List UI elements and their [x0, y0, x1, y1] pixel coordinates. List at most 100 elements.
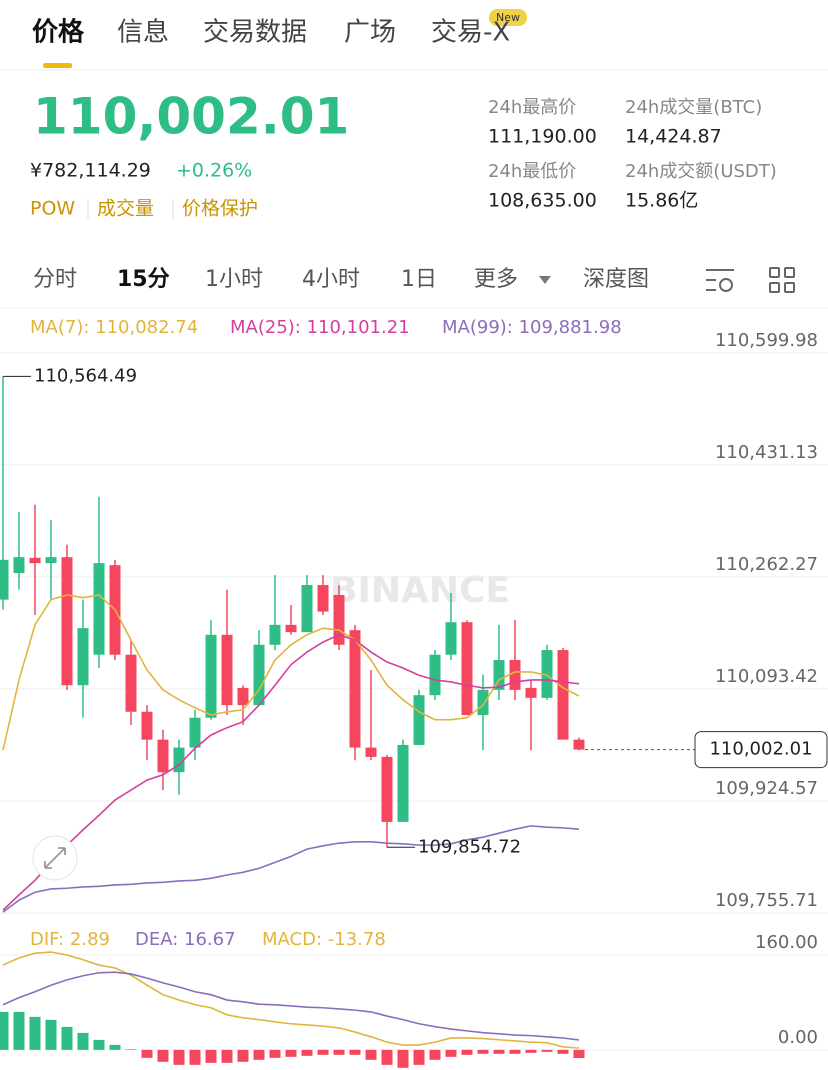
- macd-bar: [13, 1011, 25, 1050]
- interval[interactable]: 分时: [33, 267, 77, 292]
- candle-body: [0, 559, 9, 600]
- candle-body: [333, 594, 345, 645]
- stat-value: 14,424.87: [625, 126, 722, 148]
- macd-bar: [29, 1016, 41, 1050]
- macd-bar: [157, 1049, 169, 1062]
- cny-price: ¥782,114.29: [30, 160, 151, 182]
- candle-body: [477, 689, 489, 716]
- macd-bar: [557, 1049, 569, 1054]
- macd-bar: [109, 1044, 121, 1050]
- macd-bar: [301, 1049, 313, 1056]
- tab[interactable]: 广场: [344, 18, 396, 48]
- candle-body: [573, 739, 585, 750]
- interval[interactable]: 1小时: [205, 267, 263, 292]
- tab[interactable]: 交易-X: [431, 18, 510, 48]
- candle-body: [205, 634, 217, 718]
- macd-bar: [493, 1049, 505, 1054]
- ma-line: [2, 594, 580, 751]
- macd-bar: [125, 1049, 137, 1050]
- legend-entry: DEA: 16.67: [135, 929, 236, 950]
- macd-bar: [477, 1049, 489, 1054]
- candle-body: [349, 630, 361, 748]
- candle-body: [317, 585, 329, 612]
- macd-bar: [237, 1049, 249, 1062]
- interval[interactable]: 深度图: [583, 267, 649, 292]
- tab[interactable]: 交易数据: [203, 18, 307, 48]
- macd-bar: [397, 1049, 409, 1068]
- legend-entry: MACD: -13.78: [262, 929, 386, 950]
- stat-label: 24h最高价: [488, 97, 576, 118]
- candle-body: [141, 711, 153, 740]
- expand-button[interactable]: [32, 835, 78, 881]
- candle-body: [541, 650, 553, 698]
- stat-value: 108,635.00: [488, 190, 597, 212]
- interval[interactable]: 4小时: [302, 267, 360, 292]
- stat-label: 24h成交额(USDT): [625, 161, 777, 182]
- interval[interactable]: 15分: [117, 267, 170, 292]
- tab[interactable]: 信息: [117, 18, 169, 48]
- macd-line: [2, 951, 580, 1049]
- tab-underline: [43, 63, 72, 68]
- macd-bar: [525, 1049, 537, 1053]
- macd-bar: [0, 1011, 9, 1050]
- macd-bar: [429, 1049, 441, 1060]
- candle-body: [237, 687, 249, 706]
- last-price-label: 110,002.01: [709, 739, 812, 760]
- macd-bar: [509, 1049, 521, 1054]
- candle-body: [525, 687, 537, 698]
- layout-icon[interactable]: [769, 267, 795, 293]
- macd-bar: [141, 1049, 153, 1058]
- badge: New: [496, 11, 520, 24]
- settings-icon[interactable]: [706, 269, 734, 292]
- candle-body: [189, 717, 201, 748]
- stat-label: 24h成交量(BTC): [625, 97, 762, 118]
- legend-entry: DIF: 2.89: [30, 929, 110, 950]
- legend-entry: MA(99): 109,881.98: [442, 317, 622, 338]
- macd-bar: [77, 1032, 89, 1050]
- macd-bar: [221, 1049, 233, 1063]
- candle-body: [397, 744, 409, 822]
- macd-bar: [461, 1049, 473, 1055]
- macd-line: [2, 971, 580, 1041]
- macd-bar: [205, 1049, 217, 1063]
- badge-bg: [489, 9, 527, 26]
- candle-body: [413, 695, 425, 745]
- legend-entry: MA(7): 110,082.74: [30, 317, 198, 338]
- macd-bar: [413, 1049, 425, 1065]
- candle-body: [29, 557, 41, 564]
- candle-body: [173, 747, 185, 773]
- tag: 价格保护: [182, 198, 258, 220]
- stat-value: 15.86亿: [625, 190, 698, 212]
- macd-bar: [189, 1049, 201, 1065]
- candle-body: [253, 644, 265, 706]
- macd-bar: [365, 1049, 377, 1060]
- candle-body: [557, 650, 569, 740]
- candle-body: [61, 557, 73, 686]
- interval[interactable]: 1日: [401, 267, 437, 292]
- y-tick-label: 0.00: [778, 1027, 818, 1048]
- change: +0.26%: [176, 160, 252, 182]
- tab[interactable]: 价格: [32, 17, 85, 48]
- ma-line: [2, 825, 580, 913]
- y-tick-label: 160.00: [755, 932, 818, 953]
- macd-bar: [45, 1019, 57, 1050]
- interval[interactable]: 更多: [474, 267, 518, 292]
- y-tick-label: 109,924.57: [715, 778, 818, 799]
- macd-bar: [253, 1049, 265, 1060]
- ma-line: [2, 633, 580, 911]
- macd-bar: [333, 1049, 345, 1055]
- macd-bar: [285, 1049, 297, 1057]
- y-tick-label: 110,431.13: [715, 442, 818, 463]
- y-tick-label: 110,599.98: [715, 330, 818, 351]
- candle-body: [125, 654, 137, 712]
- macd-bar: [317, 1049, 329, 1055]
- candle-body: [301, 585, 313, 633]
- candle-body: [157, 739, 169, 773]
- candle-body: [461, 622, 473, 716]
- candle-body: [77, 628, 89, 686]
- stat-label: 24h最低价: [488, 161, 576, 182]
- macd-bar: [93, 1039, 105, 1050]
- macd-bar: [445, 1049, 457, 1057]
- candle-body: [381, 756, 393, 822]
